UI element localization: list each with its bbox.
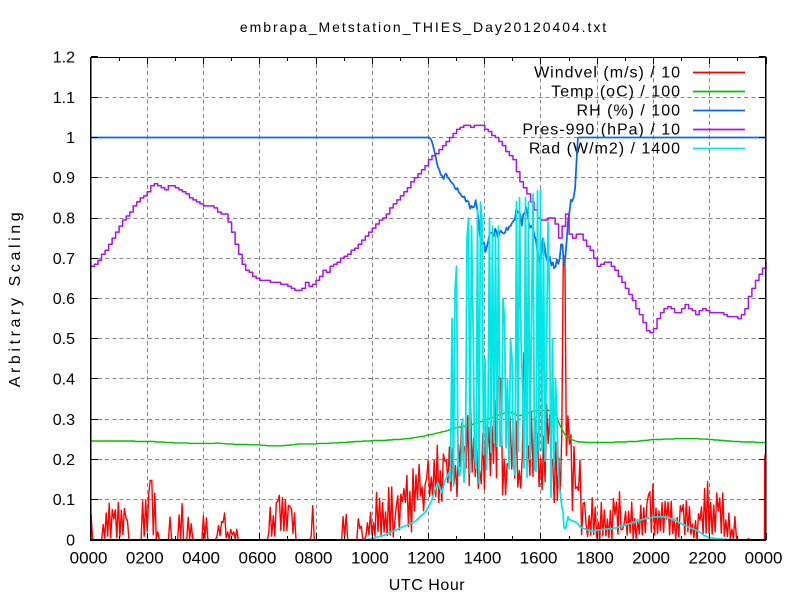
svg-text:0800: 0800 [295,548,333,567]
svg-text:0400: 0400 [182,548,220,567]
svg-text:0.2: 0.2 [53,452,75,469]
svg-text:1400: 1400 [463,548,501,567]
svg-text:0.3: 0.3 [53,412,75,429]
svg-text:Temp (oC) / 100: Temp (oC) / 100 [551,84,681,101]
svg-text:UTC Hour: UTC Hour [389,577,466,594]
svg-text:0600: 0600 [238,548,276,567]
svg-text:0000: 0000 [70,548,108,567]
svg-text:0.4: 0.4 [53,372,75,389]
svg-text:0.6: 0.6 [53,291,75,308]
svg-text:1.2: 1.2 [53,50,75,67]
svg-text:0.9: 0.9 [53,170,75,187]
svg-text:0.1: 0.1 [53,492,75,509]
svg-text:0: 0 [66,533,75,550]
svg-text:Pres-990 (hPa) / 10: Pres-990 (hPa) / 10 [522,122,681,139]
svg-text:0200: 0200 [126,548,164,567]
svg-text:RH (%) / 100: RH (%) / 100 [577,103,681,120]
svg-text:Arbitrary Scaling: Arbitrary Scaling [7,209,24,388]
svg-text:2200: 2200 [688,548,726,567]
svg-text:1: 1 [66,130,75,147]
svg-text:0.7: 0.7 [53,251,75,268]
svg-text:1800: 1800 [576,548,614,567]
svg-text:Rad (W/m2) / 1400: Rad (W/m2) / 1400 [529,141,681,158]
svg-text:0.8: 0.8 [53,211,75,228]
svg-text:0000: 0000 [745,548,783,567]
svg-text:1600: 1600 [520,548,558,567]
svg-text:1200: 1200 [407,548,445,567]
svg-text:0.5: 0.5 [53,331,75,348]
svg-text:2000: 2000 [632,548,670,567]
svg-text:1.1: 1.1 [53,90,75,107]
svg-text:Windvel (m/s) / 10: Windvel (m/s) / 10 [534,65,681,82]
svg-text:1000: 1000 [351,548,389,567]
svg-text:embrapa_Metstation_THIES_Day20: embrapa_Metstation_THIES_Day20120404.txt [240,19,608,35]
